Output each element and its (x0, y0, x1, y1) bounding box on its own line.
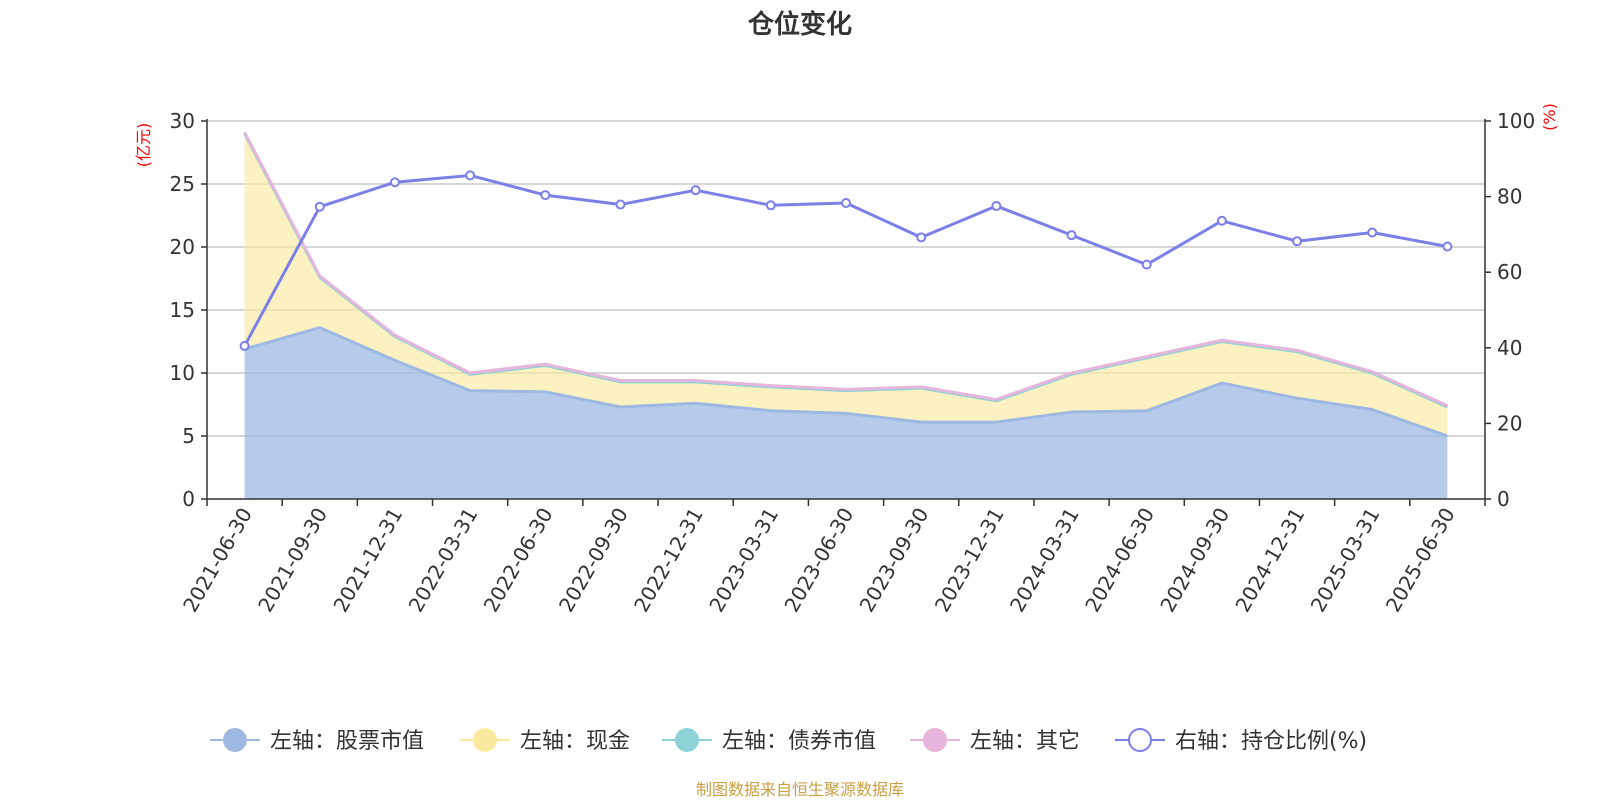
ratio-point-2021-12-31 (389, 177, 400, 188)
legend-marker-2 (675, 728, 699, 752)
right-tick-label-80: 80 (1497, 185, 1522, 209)
x-tick-label-2022-12-31: 2022-12-31 (629, 504, 708, 617)
x-tick-label-2023-03-31: 2023-03-31 (704, 504, 783, 617)
legend-label-4: 右轴：持仓比例(%) (1175, 729, 1367, 754)
right-axis-unit: (%) (1540, 103, 1559, 131)
left-tick-label-20: 20 (170, 235, 195, 259)
x-tick-label-2021-09-30: 2021-09-30 (253, 504, 332, 617)
legend-marker-0 (223, 728, 247, 752)
ratio-point-2024-06-30 (1141, 259, 1152, 270)
series-1-area (244, 133, 1448, 436)
x-tick-label-2025-06-30: 2025-06-30 (1381, 504, 1460, 617)
right-tick-label-40: 40 (1497, 336, 1522, 360)
ratio-point-2023-09-30 (916, 232, 927, 243)
x-tick-label-2022-06-30: 2022-06-30 (479, 504, 558, 617)
x-tick-label-2023-09-30: 2023-09-30 (855, 504, 934, 617)
legend-label-0: 左轴：股票市值 (270, 729, 424, 754)
left-tick-label-10: 10 (170, 361, 195, 385)
ratio-point-2025-03-31 (1367, 227, 1378, 238)
left-tick-label-30: 30 (170, 109, 195, 133)
legend: 左轴：股票市值 左轴：现金 左轴：债券市值 左轴：其它 右轴：持仓比例(%) (210, 728, 1367, 754)
ratio-point-2023-12-31 (991, 201, 1002, 212)
x-axis-ticks: 2021-06-302021-09-302021-12-312022-03-31… (178, 499, 1486, 617)
legend-label-1: 左轴：现金 (520, 729, 630, 754)
left-tick-label-0: 0 (182, 487, 195, 511)
right-axis-ticks: 0 20 40 60 80 100 (1485, 109, 1535, 511)
x-tick-label-2024-09-30: 2024-09-30 (1155, 504, 1234, 617)
series-3-line (243, 131, 1449, 408)
ratio-point-2022-09-30 (615, 199, 626, 210)
x-tick-label-2024-06-30: 2024-06-30 (1080, 504, 1159, 617)
ratio-point-2022-06-30 (540, 190, 551, 201)
ratio-point-2022-03-31 (465, 170, 476, 181)
x-tick-label-2022-09-30: 2022-09-30 (554, 504, 633, 617)
series-0-line (244, 326, 1448, 438)
left-tick-label-15: 15 (170, 298, 195, 322)
x-tick-label-2023-12-31: 2023-12-31 (930, 504, 1009, 617)
right-tick-label-0: 0 (1497, 487, 1510, 511)
x-tick-label-2021-06-30: 2021-06-30 (178, 504, 257, 617)
ratio-point-2025-06-30 (1442, 241, 1453, 252)
x-tick-label-2025-03-31: 2025-03-31 (1306, 504, 1385, 617)
source-note: 制图数据来自恒生聚源数据库 (696, 780, 904, 799)
legend-marker-3 (923, 728, 947, 752)
legend-label-2: 左轴：债券市值 (722, 729, 876, 754)
ratio-point-2021-06-30 (239, 340, 250, 351)
ratio-point-2024-09-30 (1216, 215, 1227, 226)
legend-label-3: 左轴：其它 (970, 729, 1080, 754)
ratio-point-2023-03-31 (765, 200, 776, 211)
left-tick-label-5: 5 (182, 424, 195, 448)
right-tick-label-100: 100 (1497, 109, 1535, 133)
left-axis-unit: (亿元) (134, 123, 153, 168)
ratio-point-2023-06-30 (841, 198, 851, 209)
x-tick-label-2024-03-31: 2024-03-31 (1005, 504, 1084, 617)
x-tick-label-2021-12-31: 2021-12-31 (328, 504, 407, 617)
ratio-point-2022-12-31 (690, 185, 701, 196)
legend-marker-1 (473, 728, 497, 752)
x-tick-label-2023-06-30: 2023-06-30 (779, 504, 858, 617)
right-tick-label-20: 20 (1497, 411, 1522, 435)
x-tick-label-2024-12-31: 2024-12-31 (1230, 504, 1309, 617)
ratio-points (239, 170, 1453, 351)
ratio-point-2024-03-31 (1066, 230, 1077, 241)
x-tick-label-2022-03-31: 2022-03-31 (404, 504, 483, 617)
right-tick-label-60: 60 (1497, 260, 1522, 284)
left-tick-label-25: 25 (170, 172, 195, 196)
ratio-point-2021-09-30 (314, 201, 325, 212)
legend-marker-4 (1128, 728, 1152, 752)
ratio-point-2024-12-31 (1292, 236, 1303, 247)
area-series (244, 133, 1448, 499)
left-axis-ticks: 0 5 10 15 20 25 30 (170, 109, 207, 511)
chart-title: 仓位变化 (747, 9, 852, 40)
